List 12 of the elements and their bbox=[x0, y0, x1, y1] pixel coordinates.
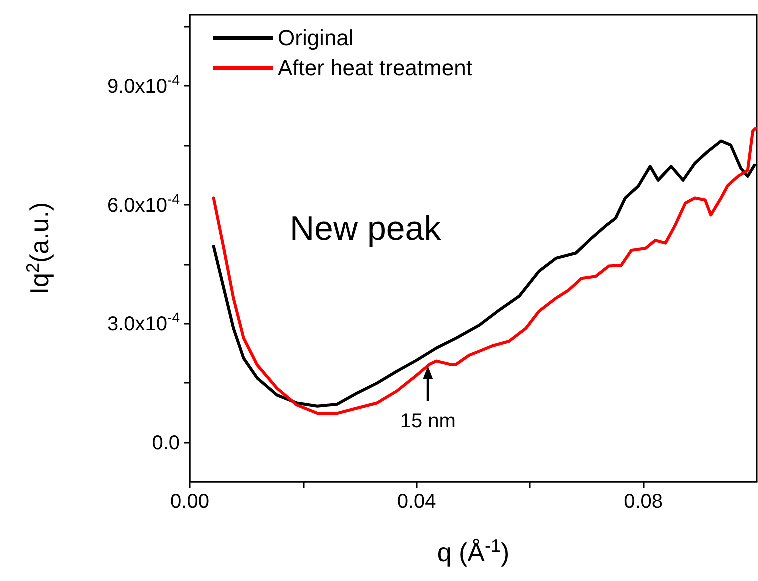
annotation: New peak bbox=[290, 210, 442, 248]
y-tick-label: 3.0x10$^{-4}$ bbox=[107, 310, 180, 336]
y-tick-label: 9.0x10$^{-4}$ bbox=[107, 72, 180, 98]
annotation: 15 nm bbox=[400, 410, 456, 432]
y-axis-title: Iq2(a.u.) bbox=[23, 202, 54, 295]
y-tick-label: 6.0x10$^{-4}$ bbox=[107, 190, 180, 217]
y-tick-label: 0.0 bbox=[152, 432, 180, 454]
legend-label: After heat treatment bbox=[278, 56, 472, 80]
x-tick-label: 0.04 bbox=[397, 491, 436, 513]
legend-label: Original bbox=[278, 26, 354, 50]
x-tick-label: 0.00 bbox=[170, 491, 210, 513]
x-tick-label: 0.08 bbox=[624, 491, 664, 513]
